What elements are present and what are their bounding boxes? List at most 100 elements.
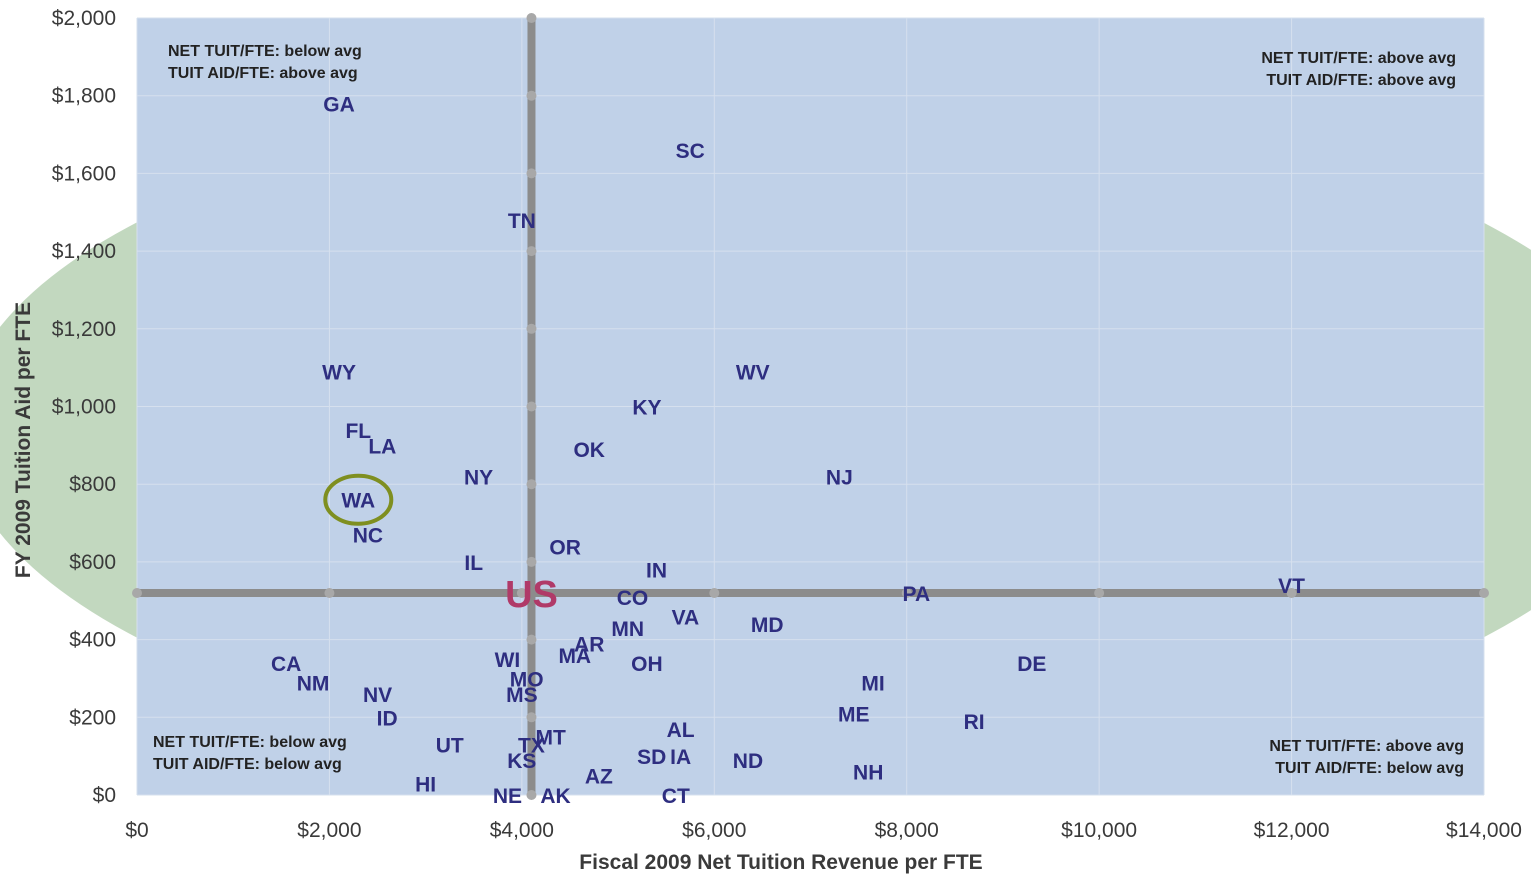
y-tick-label: $1,000 (52, 396, 116, 419)
point-label-mt: MT (536, 727, 566, 750)
point-label-la: LA (368, 435, 396, 458)
y-tick-label: $200 (69, 706, 116, 729)
reference-tick-marker (1094, 587, 1105, 598)
point-label-nh: NH (853, 762, 883, 785)
point-label-nm: NM (297, 672, 330, 695)
x-axis-title: Fiscal 2009 Net Tuition Revenue per FTE (579, 851, 982, 874)
point-label-fl: FL (345, 420, 371, 443)
point-label-ne: NE (493, 785, 522, 808)
point-label-sc: SC (676, 140, 705, 163)
quadrant-note-bottom-right: TUIT AID/FTE: below avg (1275, 760, 1464, 777)
point-label-md: MD (751, 614, 784, 637)
quadrant-notes-layer: NET TUIT/FTE: below avg TUIT AID/FTE: abo… (153, 43, 1464, 777)
point-label-nc: NC (353, 525, 383, 548)
point-label-il: IL (464, 552, 483, 575)
x-tick-label: $2,000 (297, 819, 361, 842)
point-label-ca: CA (271, 653, 301, 676)
quadrant-note-bottom-right: NET TUIT/FTE: above avg (1269, 738, 1464, 755)
point-label-az: AZ (585, 766, 613, 789)
reference-tick-marker (526, 13, 537, 23)
reference-tick-marker (132, 587, 142, 598)
x-tick-label: $0 (125, 819, 148, 842)
point-label-va: VA (672, 606, 700, 629)
y-tick-label: $0 (93, 784, 116, 807)
us-average-label: US (505, 574, 558, 616)
point-label-tx: TX (518, 734, 545, 757)
reference-tick-marker (1479, 587, 1489, 598)
point-label-ga: GA (323, 93, 355, 116)
point-label-al: AL (667, 719, 695, 742)
y-tick-label: $1,800 (52, 85, 116, 108)
point-label-wy: WY (322, 362, 356, 385)
point-label-mo: MO (510, 668, 544, 691)
point-label-ri: RI (964, 711, 985, 734)
reference-tick-marker (709, 587, 720, 598)
point-label-ms: MS (506, 684, 538, 707)
point-label-ma: MA (558, 645, 591, 668)
point-label-sd: SD (637, 746, 666, 769)
x-tick-label: $4,000 (490, 819, 554, 842)
quadrant-note-top-right: TUIT AID/FTE: above avg (1266, 72, 1456, 89)
reference-tick-marker (526, 556, 537, 567)
reference-tick-marker (526, 323, 537, 334)
point-label-ak: AK (540, 785, 570, 808)
quadrant-note-top-left: TUIT AID/FTE: above avg (168, 65, 358, 82)
point-label-me: ME (838, 703, 870, 726)
point-label-id: ID (377, 707, 398, 730)
y-tick-label: $1,400 (52, 240, 116, 263)
quadrant-note-bottom-left: NET TUIT/FTE: below avg (153, 734, 347, 751)
reference-tick-marker (901, 587, 912, 598)
point-label-nd: ND (733, 750, 763, 773)
point-label-ut: UT (436, 734, 464, 757)
point-label-wv: WV (736, 362, 770, 385)
x-tick-label: $10,000 (1061, 819, 1137, 842)
highlight-ring (323, 473, 394, 526)
reference-lines-layer (132, 13, 1489, 800)
y-tick-label: $800 (69, 473, 116, 496)
point-label-tn: TN (508, 210, 536, 233)
point-label-hi: HI (415, 773, 436, 796)
point-label-pa: PA (903, 583, 931, 606)
y-axis-title: FY 2009 Tuition Aid per FTE (12, 302, 35, 578)
point-label-mi: MI (861, 672, 884, 695)
point-label-ct: CT (662, 785, 690, 808)
x-tick-label: $8,000 (875, 819, 939, 842)
reference-tick-marker (526, 479, 537, 490)
point-label-ky: KY (632, 397, 661, 420)
reference-tick-marker (526, 90, 537, 101)
y-tick-label: $2,000 (52, 7, 116, 30)
point-label-nj: NJ (826, 466, 853, 489)
x-tick-label: $12,000 (1254, 819, 1330, 842)
point-label-or: OR (549, 536, 581, 559)
point-label-oh: OH (631, 653, 663, 676)
reference-tick-marker (526, 168, 537, 179)
point-label-ar: AR (574, 633, 604, 656)
quadrant-note-bottom-left: TUIT AID/FTE: below avg (153, 756, 342, 773)
point-label-in: IN (646, 560, 667, 583)
reference-tick-marker (526, 790, 537, 800)
point-label-mn: MN (611, 618, 644, 641)
reference-tick-marker (324, 587, 335, 598)
point-label-ny: NY (464, 466, 493, 489)
reference-tick-marker (526, 401, 537, 412)
reference-tick-marker (1286, 587, 1297, 598)
quadrant-note-top-left: NET TUIT/FTE: below avg (168, 43, 362, 60)
point-label-vt: VT (1278, 575, 1305, 598)
y-tick-label: $1,600 (52, 162, 116, 185)
point-label-ia: IA (670, 746, 691, 769)
quadrant-note-top-right: NET TUIT/FTE: above avg (1261, 50, 1456, 67)
reference-tick-marker (526, 712, 537, 723)
point-label-wi: WI (495, 649, 521, 672)
point-label-ok: OK (573, 439, 605, 462)
tick-labels-layer: $0 $2,000 $4,000 $6,000 $8,000 $10,000 $12,000… (52, 7, 1522, 842)
reference-tick-marker (516, 587, 527, 598)
point-label-ks: KS (507, 750, 536, 773)
x-tick-label: $14,000 (1446, 819, 1522, 842)
reference-tick-marker (526, 634, 537, 645)
y-tick-label: $400 (69, 629, 116, 652)
y-tick-label: $1,200 (52, 318, 116, 341)
point-label-nv: NV (363, 684, 392, 707)
